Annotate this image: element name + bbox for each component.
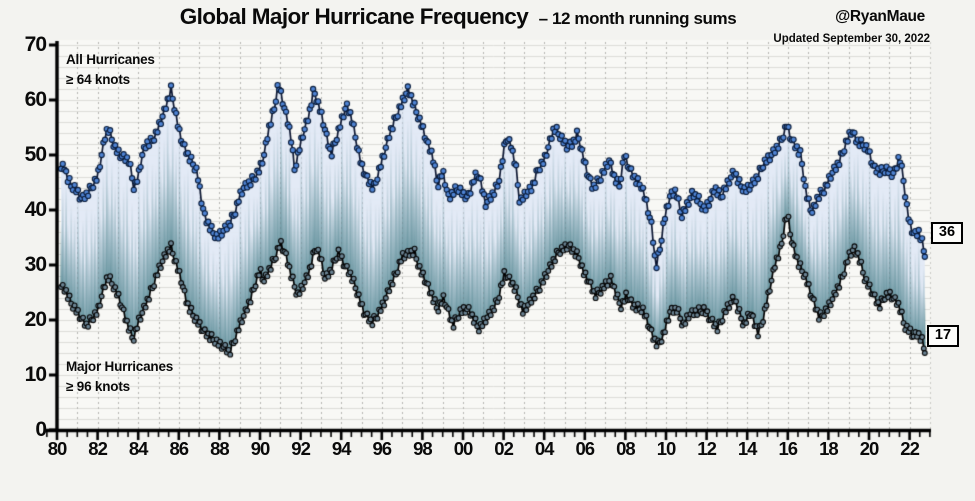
chart-title-row: Global Major Hurricane Frequency – 12 mo… bbox=[118, 4, 798, 30]
x-tick-label: 04 bbox=[534, 438, 555, 459]
x-tick-label: 18 bbox=[819, 438, 839, 459]
legend-all-hurricanes: All Hurricanes ≥ 64 knots bbox=[66, 50, 155, 89]
x-tick-label: 98 bbox=[413, 438, 433, 459]
author-handle: @RyanMaue bbox=[835, 8, 925, 25]
x-tick-label: 14 bbox=[737, 438, 758, 459]
latest-value-all-hurricanes: 36 bbox=[931, 222, 963, 244]
updated-date: Updated September 30, 2022 bbox=[773, 33, 930, 45]
x-tick-label: 80 bbox=[47, 438, 68, 459]
x-tick-label: 16 bbox=[778, 438, 799, 459]
x-tick-label: 22 bbox=[900, 438, 920, 459]
chart-subtitle: – 12 month running sums bbox=[538, 9, 737, 28]
legend-major-hurricanes: Major Hurricanes ≥ 96 knots bbox=[66, 357, 173, 396]
x-tick-label: 94 bbox=[331, 438, 352, 459]
legend-major-hurricanes-line1: Major Hurricanes bbox=[66, 359, 174, 374]
y-tick-label: 70 bbox=[24, 33, 47, 56]
x-tick-label: 88 bbox=[210, 438, 230, 459]
y-tick-label: 10 bbox=[24, 363, 47, 386]
y-tick-label: 40 bbox=[24, 198, 47, 221]
x-tick-label: 92 bbox=[291, 438, 311, 459]
x-tick-label: 08 bbox=[616, 438, 636, 459]
x-tick-label: 90 bbox=[250, 438, 271, 459]
legend-major-hurricanes-line2: ≥ 96 knots bbox=[66, 378, 130, 394]
x-tick-label: 86 bbox=[169, 438, 190, 459]
x-tick-label: 00 bbox=[453, 438, 474, 459]
x-tick-label: 20 bbox=[859, 438, 880, 459]
x-tick-label: 06 bbox=[575, 438, 596, 459]
x-tick-label: 10 bbox=[656, 438, 677, 459]
legend-all-hurricanes-line1: All Hurricanes bbox=[66, 52, 155, 67]
chart-title: Global Major Hurricane Frequency bbox=[179, 4, 529, 29]
y-tick-label: 30 bbox=[24, 253, 47, 276]
legend-all-hurricanes-line2: ≥ 64 knots bbox=[66, 71, 130, 87]
x-tick-label: 12 bbox=[697, 438, 717, 459]
x-tick-label: 02 bbox=[494, 438, 514, 459]
y-tick-label: 50 bbox=[24, 143, 47, 166]
x-tick-label: 96 bbox=[372, 438, 393, 459]
y-tick-label: 20 bbox=[24, 308, 47, 331]
y-tick-label: 60 bbox=[24, 88, 47, 111]
x-tick-label: 84 bbox=[128, 438, 149, 459]
x-tick-label: 82 bbox=[88, 438, 108, 459]
latest-value-major-hurricanes: 17 bbox=[927, 325, 959, 347]
y-tick-label: 0 bbox=[35, 418, 47, 441]
